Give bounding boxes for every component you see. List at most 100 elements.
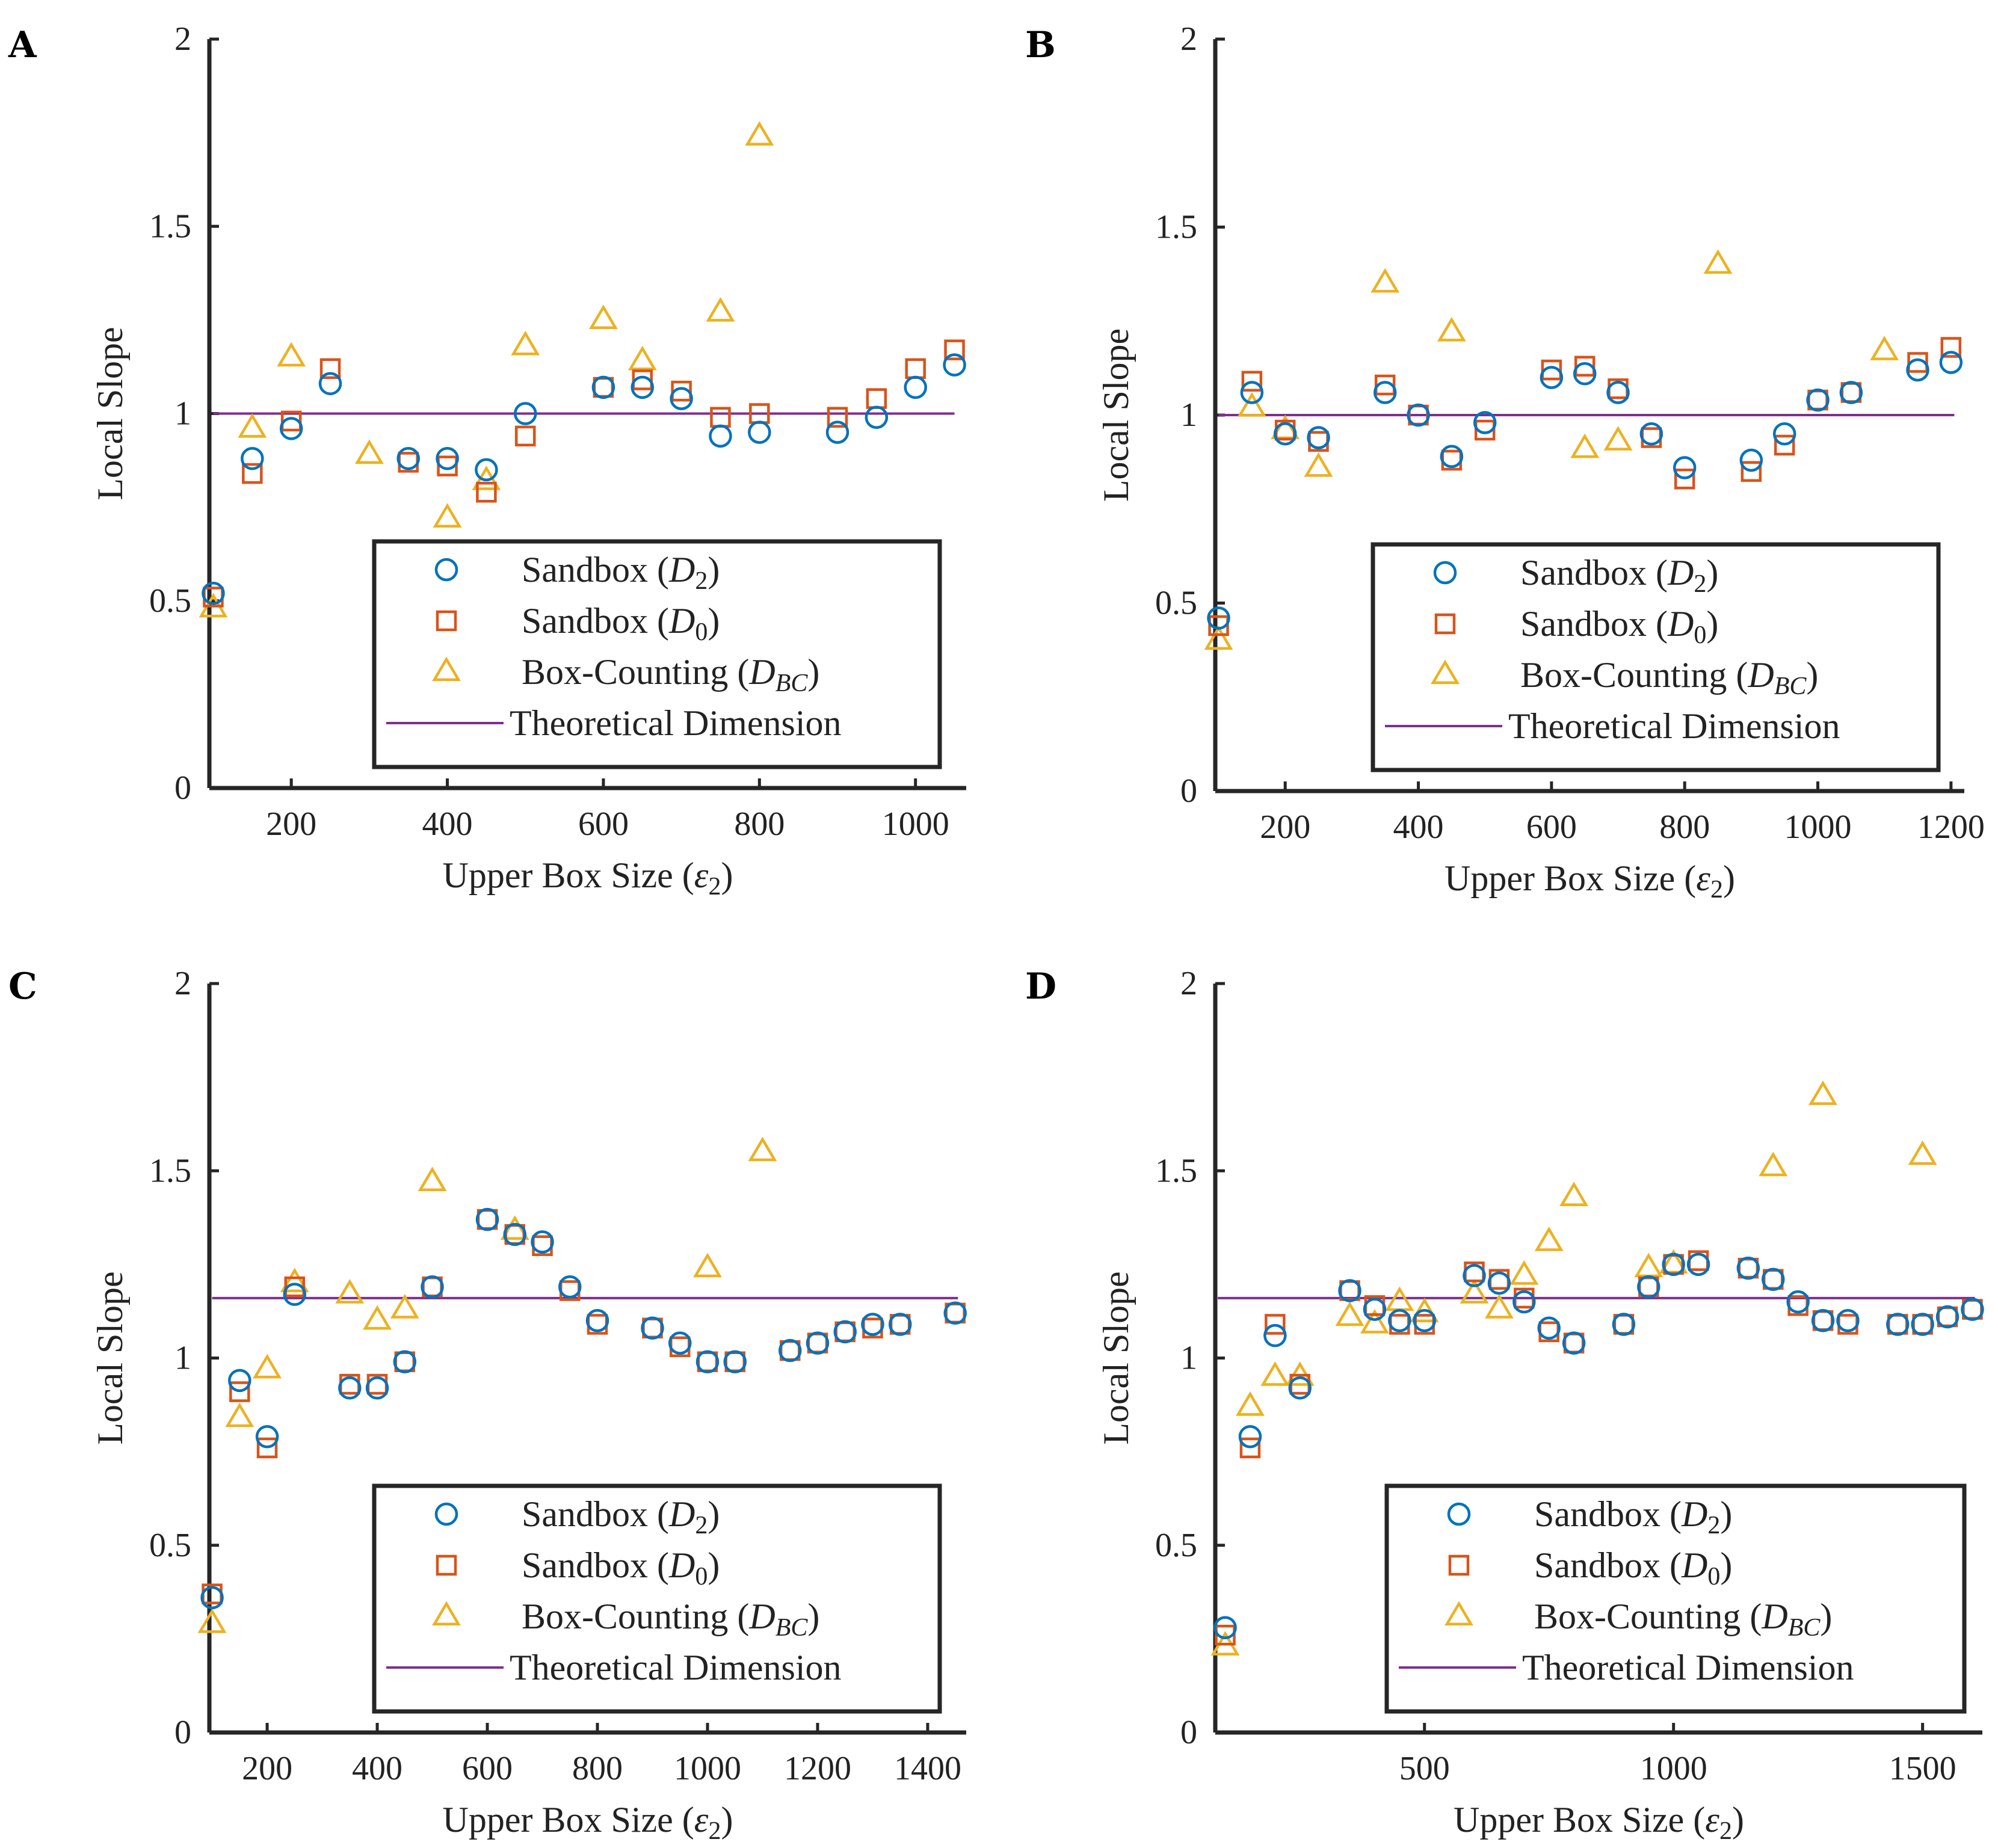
panel-letter: A [8,24,37,66]
data-point-d2 [695,1350,720,1373]
data-point-d2 [1363,1298,1387,1321]
legend-label-bc: Box-Counting (DBC) [522,652,819,697]
data-point-bc [335,1279,365,1304]
x-tick-label: 800 [734,805,785,843]
legend-label-d2: Sandbox (D2) [1534,1494,1732,1539]
x-tick-label: 500 [1399,1750,1450,1787]
data-point-d0 [866,388,887,409]
y-axis-label: Local Slope [90,1271,130,1444]
y-tick-label: 0 [174,769,191,807]
data-point-d0 [1215,1624,1236,1646]
legend-label-bc: Box-Counting (DBC) [1534,1597,1832,1642]
data-point-bc [1371,268,1400,293]
data-point-d2 [1637,1275,1660,1299]
data-point-d0 [514,425,536,447]
x-tick-label: 1500 [1889,1750,1956,1787]
data-point-d2 [1939,351,1963,374]
data-point-d0 [280,410,302,432]
legend-box [372,1483,942,1714]
data-point-d0 [1574,356,1596,377]
data-point-d2 [748,420,771,444]
legend-label-bc: Box-Counting (DBC) [1520,655,1818,700]
data-point-d0 [1474,419,1496,441]
data-point-d2 [558,1275,582,1299]
data-point-bc [1236,1391,1265,1416]
data-point-d2 [393,1350,417,1373]
data-point-d2 [1263,1323,1287,1348]
data-point-d2 [1562,1331,1586,1355]
data-point-d2 [1886,1313,1910,1336]
data-point-bc [627,345,657,371]
data-point-d2 [865,405,889,429]
data-point-d0 [319,358,341,380]
data-point-bc [1559,1181,1589,1206]
legend-marker-d2 [1433,561,1457,585]
legend-label-d0: Sandbox (D0) [1520,604,1718,649]
data-point-d2 [279,417,303,440]
data-point-d0 [1741,461,1762,482]
chart-panel-a: 0 0.5 1 1.5 2 200 400 600 800 1000 Upper Box Size … [90,20,966,901]
y-tick-label: 0.5 [149,582,191,620]
data-point-bc [197,1608,227,1633]
data-point-bc [1570,433,1600,458]
data-point-d0 [1541,359,1562,381]
data-point-d2 [1273,422,1297,446]
data-point-bc [1703,249,1733,274]
data-point-d2 [778,1338,802,1363]
data-point-d2 [1440,445,1464,468]
data-point-bc [1304,452,1333,477]
data-point-d0 [229,1381,250,1402]
data-point-d2 [1407,403,1430,427]
data-point-d0 [671,380,692,402]
data-point-d2 [1639,422,1663,446]
y-tick-label: 2 [174,965,191,1002]
data-point-d2 [1307,426,1330,449]
data-point-d2 [1537,1316,1561,1340]
data-point-bc [1385,1286,1414,1311]
data-point-d2 [1512,1290,1536,1314]
legend-label-theory: Theoretical Dimension [510,1648,841,1687]
data-point-d2 [1573,362,1597,386]
data-point-bc [1360,1308,1389,1334]
data-point-d2 [1463,1264,1486,1287]
y-tick-label: 1 [174,1340,191,1377]
x-tick-label: 1000 [1784,808,1852,846]
data-point-d2 [723,1350,747,1373]
legend-label-d2: Sandbox (D2) [522,550,720,595]
data-point-d2 [1762,1267,1785,1292]
data-point-d0 [632,369,653,390]
data-point-d2 [283,1283,307,1306]
y-tick-label: 1.5 [1155,209,1197,246]
data-point-d0 [242,463,263,484]
data-point-d2 [1836,1309,1860,1332]
data-point-d2 [475,1207,499,1231]
data-point-d2 [631,375,655,399]
data-point-bc [1484,1294,1514,1319]
data-point-d2 [475,458,498,482]
legend-marker-d2 [434,1502,458,1526]
data-point-d0 [905,358,926,380]
x-tick-label: 800 [572,1750,623,1787]
legend-label-d0: Sandbox (D0) [522,1545,720,1591]
data-point-d2 [1540,366,1564,389]
y-tick-label: 1.5 [149,208,191,245]
x-tick-label: 600 [578,805,629,843]
legend-marker-bc [1445,1601,1473,1626]
legend-label-theory: Theoretical Dimension [1508,706,1840,746]
x-tick-label: 200 [266,805,316,843]
data-point-d2 [421,1275,444,1299]
y-tick-label: 0.5 [1155,1527,1197,1564]
data-point-bc [277,342,306,367]
data-point-d0 [1208,615,1229,636]
data-point-bc [748,1136,777,1162]
data-point-bc [225,1402,254,1428]
data-point-d2 [904,375,927,399]
data-point-d2 [861,1313,884,1336]
data-point-d2 [1911,1313,1934,1336]
legend-box [1371,542,1941,772]
y-tick-label: 1.5 [149,1152,191,1189]
data-point-d0 [1907,352,1928,373]
data-point-d2 [668,1331,692,1355]
data-point-bc [1870,336,1899,360]
y-tick-label: 2 [1180,20,1197,58]
